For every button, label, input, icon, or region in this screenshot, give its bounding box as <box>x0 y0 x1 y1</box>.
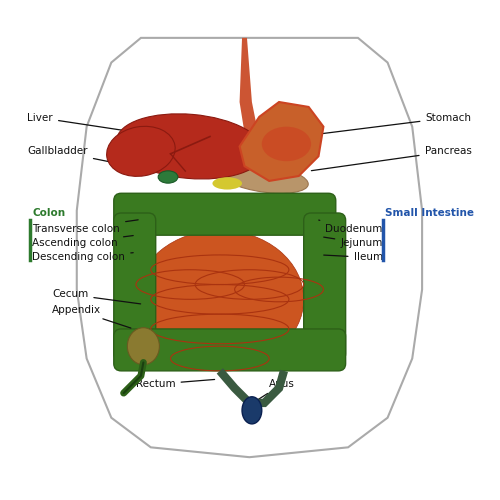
Text: Gallbladder: Gallbladder <box>28 146 160 172</box>
Ellipse shape <box>158 171 178 183</box>
Polygon shape <box>240 102 324 181</box>
Text: Duodenum: Duodenum <box>318 220 382 234</box>
Text: Ascending colon: Ascending colon <box>32 236 133 248</box>
Text: Rectum: Rectum <box>136 379 214 389</box>
Ellipse shape <box>220 164 308 194</box>
Ellipse shape <box>116 114 264 179</box>
Text: Appendix: Appendix <box>52 305 131 328</box>
Text: Jejunum: Jejunum <box>324 237 382 248</box>
Text: Cecum: Cecum <box>52 290 141 304</box>
Ellipse shape <box>262 126 311 161</box>
Text: Anus: Anus <box>256 379 295 400</box>
FancyBboxPatch shape <box>114 213 156 361</box>
Ellipse shape <box>136 230 304 368</box>
Ellipse shape <box>128 328 160 364</box>
FancyBboxPatch shape <box>114 329 346 371</box>
FancyBboxPatch shape <box>304 213 346 361</box>
Text: Descending colon: Descending colon <box>32 252 133 262</box>
Ellipse shape <box>242 397 262 424</box>
Text: Small Intestine: Small Intestine <box>385 208 474 218</box>
Text: Transverse colon: Transverse colon <box>32 220 138 234</box>
Text: Ileum: Ileum <box>324 252 382 262</box>
Text: Liver: Liver <box>28 113 178 138</box>
Text: Stomach: Stomach <box>302 113 472 136</box>
Ellipse shape <box>212 177 242 190</box>
FancyBboxPatch shape <box>114 194 336 235</box>
Polygon shape <box>240 38 257 142</box>
Text: Pancreas: Pancreas <box>312 146 472 171</box>
Text: Colon: Colon <box>32 208 66 218</box>
Ellipse shape <box>106 126 175 176</box>
